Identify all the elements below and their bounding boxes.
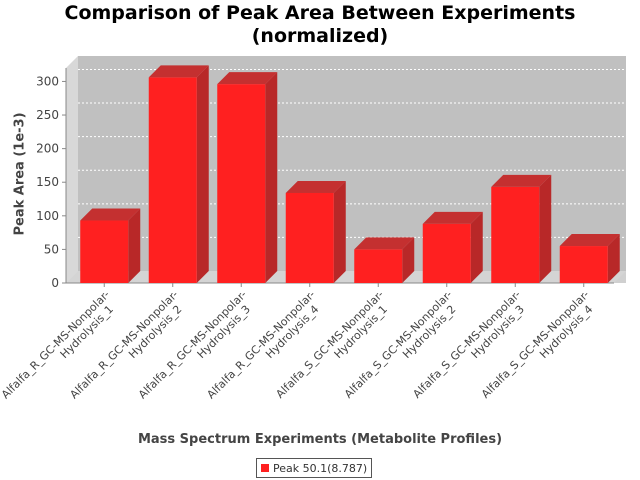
y-tick-label: 300	[36, 74, 59, 88]
legend-label: Peak 50.1(8.787)	[273, 461, 368, 475]
bar-side	[128, 208, 141, 283]
x-axis-label: Mass Spectrum Experiments (Metabolite Pr…	[137, 432, 503, 447]
bar	[559, 246, 608, 283]
bar-top	[80, 208, 141, 221]
y-tick-label: 200	[36, 142, 59, 156]
y-tick-label: 50	[44, 242, 59, 256]
bar-side	[402, 237, 415, 283]
bar-side	[470, 211, 483, 283]
bar	[285, 192, 334, 283]
bar-side	[333, 180, 346, 283]
bar	[422, 223, 471, 283]
chart-title-line-1: Comparison of Peak Area Between Experime…	[64, 2, 576, 24]
bar-top	[217, 72, 278, 85]
bar-side	[607, 234, 620, 283]
y-tick-label: 150	[36, 175, 59, 189]
plot-floor-top	[66, 271, 626, 283]
bar-side	[196, 65, 209, 283]
plot-left-wall	[66, 56, 78, 283]
y-tick-label: 250	[36, 108, 59, 122]
bar-side	[539, 174, 552, 283]
bar-top	[285, 180, 346, 193]
y-tick-label: 100	[36, 209, 59, 223]
legend: Peak 50.1(8.787)	[256, 458, 373, 478]
bar	[80, 220, 129, 283]
bar	[148, 77, 197, 283]
bar-top	[559, 234, 620, 247]
bar	[354, 249, 403, 283]
chart-title-line-2: (normalized)	[251, 25, 389, 47]
legend-swatch	[261, 464, 269, 472]
y-tick-label: 0	[51, 276, 59, 290]
bar-top	[354, 237, 415, 250]
x-tick-label: Alfalfa_R_GC-MS-Nonpolar-Hydrolysis_1	[0, 288, 122, 411]
bar-top	[491, 174, 552, 187]
bar-top	[422, 211, 483, 224]
chart-title: Comparison of Peak Area Between Experime…	[0, 2, 640, 48]
bar	[491, 186, 540, 283]
bar	[217, 84, 266, 283]
bar-top	[148, 65, 209, 78]
bar-side	[265, 72, 278, 283]
